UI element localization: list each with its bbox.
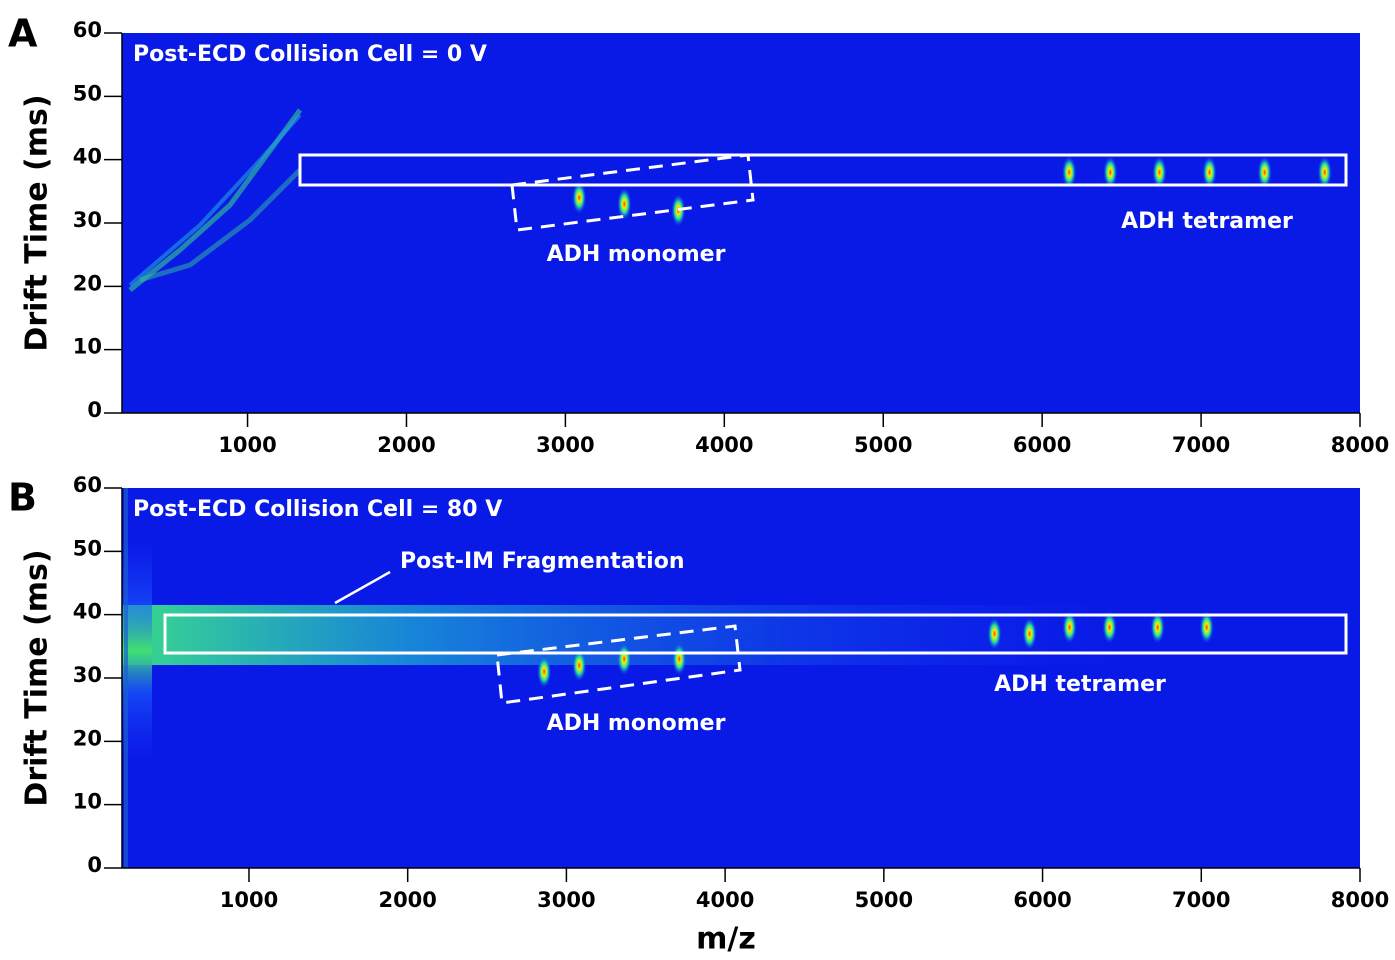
annotation: Post-IM Fragmentation [400,549,685,574]
y-tick-label: 60 [73,473,102,497]
y-tick-label: 10 [73,335,102,359]
panel-title: Post-ECD Collision Cell = 80 V [133,497,502,522]
annotation: ADH monomer [547,711,726,736]
x-tick-label: 6000 [1013,433,1071,457]
panel-title: Post-ECD Collision Cell = 0 V [133,42,487,67]
y-tick-label: 30 [73,208,102,232]
peak [1150,611,1165,644]
highlight-box-dashed [510,153,755,232]
peak [1317,156,1332,189]
x-tick-label: 2000 [378,888,436,912]
annotation: ADH monomer [547,242,726,267]
annotation: ADH tetramer [994,672,1166,697]
x-tick-label: 4000 [695,433,753,457]
peak [1257,156,1272,189]
x-tick-label: 3000 [537,888,595,912]
peak [537,655,552,688]
peak [987,617,1002,650]
annotation: ADH tetramer [1121,209,1293,234]
y-tick-label: 40 [73,600,102,624]
peak [1202,156,1217,189]
x-tick-label: 7000 [1172,888,1230,912]
y-tick-label: 50 [73,81,102,105]
x-axis-label: m/z [696,922,756,957]
peak [672,643,687,675]
x-tick-label: 5000 [854,433,912,457]
highlight-box [163,613,1348,655]
y-tick-label: 30 [73,663,102,687]
pointer [334,570,391,605]
streak [139,168,302,283]
plot-background [122,33,1360,413]
peak [1062,611,1077,644]
peak [1199,611,1214,644]
highlight-box [298,153,1348,187]
peak [1022,617,1037,650]
x-tick-label: 8000 [1331,888,1389,912]
panel-letter: A [8,12,38,56]
x-tick-label: 6000 [1013,888,1071,912]
peak [617,188,632,220]
peak [572,181,587,214]
edge-line [124,488,128,868]
x-tick-label: 3000 [536,433,594,457]
x-tick-label: 4000 [696,888,754,912]
y-axis-label: Drift Time (ms) [20,549,55,806]
y-tick-label: 50 [73,536,102,560]
streak [128,108,303,292]
peak [617,643,632,675]
x-tick-label: 5000 [855,888,913,912]
x-tick-label: 7000 [1172,433,1230,457]
peak [1102,611,1117,644]
x-tick-label: 2000 [377,433,435,457]
plot-background [122,488,1360,868]
highlight-box-dashed [495,624,742,705]
streak [128,113,302,287]
y-tick-label: 20 [73,271,102,295]
x-tick-label: 1000 [220,888,278,912]
peak [1062,156,1077,189]
y-tick-label: 0 [87,398,102,422]
y-tick-label: 60 [73,18,102,42]
y-tick-label: 40 [73,145,102,169]
peak [1103,156,1118,189]
peak [572,649,587,682]
x-tick-label: 1000 [218,433,276,457]
x-tick-label: 8000 [1331,433,1389,457]
y-tick-label: 10 [73,790,102,814]
peak [1152,156,1167,189]
panel-letter: B [8,476,37,520]
y-tick-label: 20 [73,726,102,750]
y-axis-label: Drift Time (ms) [20,94,55,351]
y-tick-label: 0 [87,853,102,877]
